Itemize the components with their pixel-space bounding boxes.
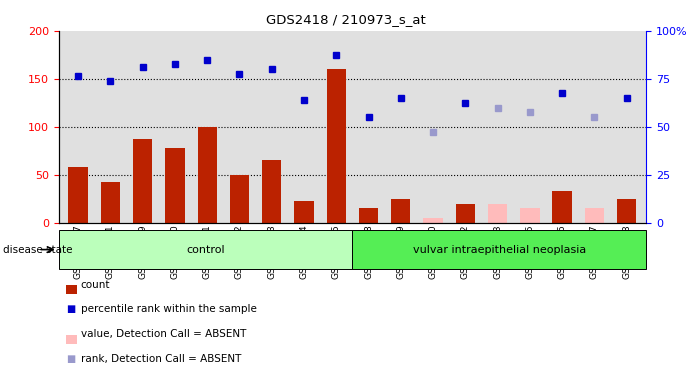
Bar [68, 167, 88, 223]
Text: ■: ■ [66, 354, 76, 364]
Bar [262, 161, 281, 223]
Bar [617, 199, 636, 223]
Bar [59, 230, 352, 269]
Bar [230, 175, 249, 223]
Bar [391, 199, 410, 223]
Text: count: count [81, 280, 111, 290]
Text: value, Detection Call = ABSENT: value, Detection Call = ABSENT [81, 329, 246, 339]
Bar [352, 230, 646, 269]
Text: GDS2418 / 210973_s_at: GDS2418 / 210973_s_at [265, 13, 426, 26]
Text: rank, Detection Call = ABSENT: rank, Detection Call = ABSENT [81, 354, 241, 364]
Bar [520, 208, 540, 223]
Text: control: control [187, 245, 225, 255]
Text: disease state: disease state [3, 245, 73, 255]
Bar [455, 204, 475, 223]
Bar [198, 127, 217, 223]
Bar [101, 182, 120, 223]
Bar [165, 148, 184, 223]
Bar [327, 69, 346, 223]
Text: ■: ■ [66, 305, 76, 314]
Bar [585, 208, 604, 223]
Bar [488, 204, 507, 223]
Bar [553, 191, 572, 223]
Text: percentile rank within the sample: percentile rank within the sample [81, 305, 257, 314]
Bar [359, 208, 378, 223]
Bar [133, 139, 152, 223]
Bar [424, 218, 443, 223]
Bar [294, 200, 314, 223]
Text: vulvar intraepithelial neoplasia: vulvar intraepithelial neoplasia [413, 245, 586, 255]
